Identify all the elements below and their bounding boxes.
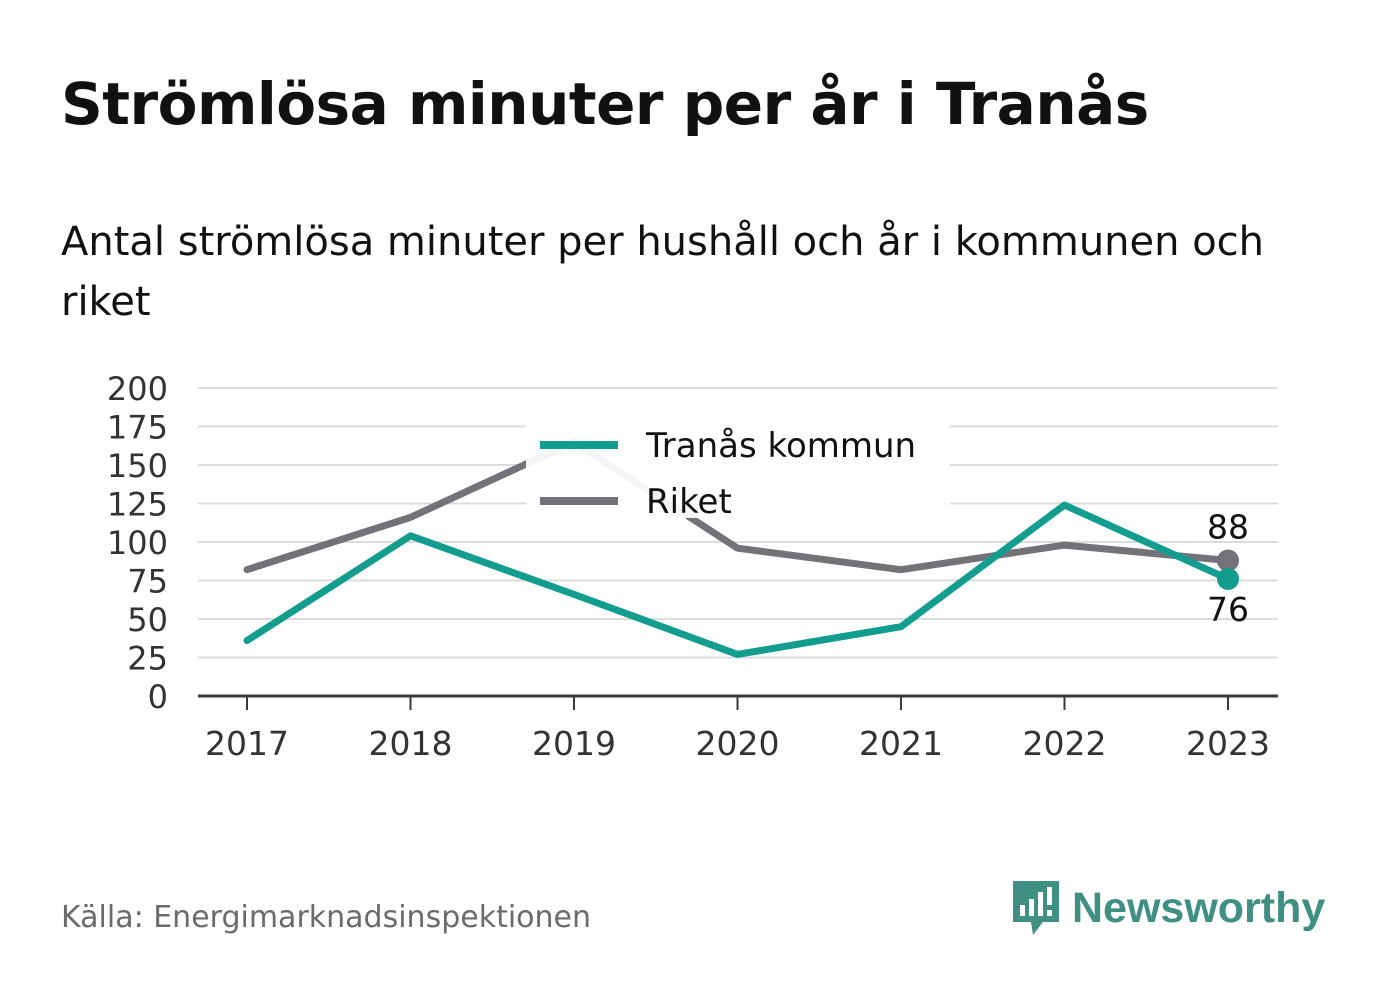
- end-label-tranas: 76: [1207, 590, 1249, 629]
- legend-label: Riket: [646, 482, 732, 522]
- x-tick-label: 2017: [205, 724, 289, 763]
- x-tick-label: 2022: [1023, 724, 1107, 763]
- source-note: Källa: Energimarknadsinspektionen: [61, 900, 592, 935]
- chart-title: Strömlösa minuter per år i Tranås: [61, 70, 1149, 138]
- y-tick-label: 150: [107, 447, 168, 485]
- end-label-riket: 88: [1207, 507, 1249, 546]
- y-tick-label: 75: [127, 563, 168, 601]
- end-point: [1217, 549, 1239, 572]
- series-line: [243, 501, 1232, 658]
- y-tick-label: 175: [107, 409, 168, 447]
- x-tick-label: 2021: [859, 724, 943, 763]
- bar-chart-speech-bubble-icon: [1013, 881, 1059, 935]
- y-tick-label: 125: [107, 486, 168, 524]
- y-tick-label: 100: [107, 524, 168, 562]
- legend-label: Tranås kommun: [645, 426, 916, 466]
- series-line: [243, 438, 1232, 574]
- x-tick-label: 2018: [369, 724, 453, 763]
- x-tick-label: 2020: [696, 724, 780, 763]
- series-lines: [243, 438, 1239, 658]
- y-tick-label: 25: [127, 640, 168, 678]
- y-tick-label: 200: [107, 370, 168, 408]
- chart-subtitle: Antal strömlösa minuter per hushåll och …: [61, 219, 1265, 325]
- end-labels: 88 76: [1207, 507, 1249, 628]
- x-tick-label: 2019: [532, 724, 616, 763]
- x-tick-label: 2023: [1186, 724, 1270, 763]
- end-point: [1217, 567, 1239, 590]
- brand-name: Newsworthy: [1072, 883, 1326, 932]
- brand-logo: Newsworthy: [1010, 878, 1325, 938]
- x-axis: 2017 2018 2019 2020 2021 2022 2023: [198, 694, 1278, 763]
- legend: Tranås kommun Riket: [526, 420, 950, 522]
- y-tick-label: 50: [127, 601, 168, 639]
- y-tick-label: 0: [148, 678, 168, 716]
